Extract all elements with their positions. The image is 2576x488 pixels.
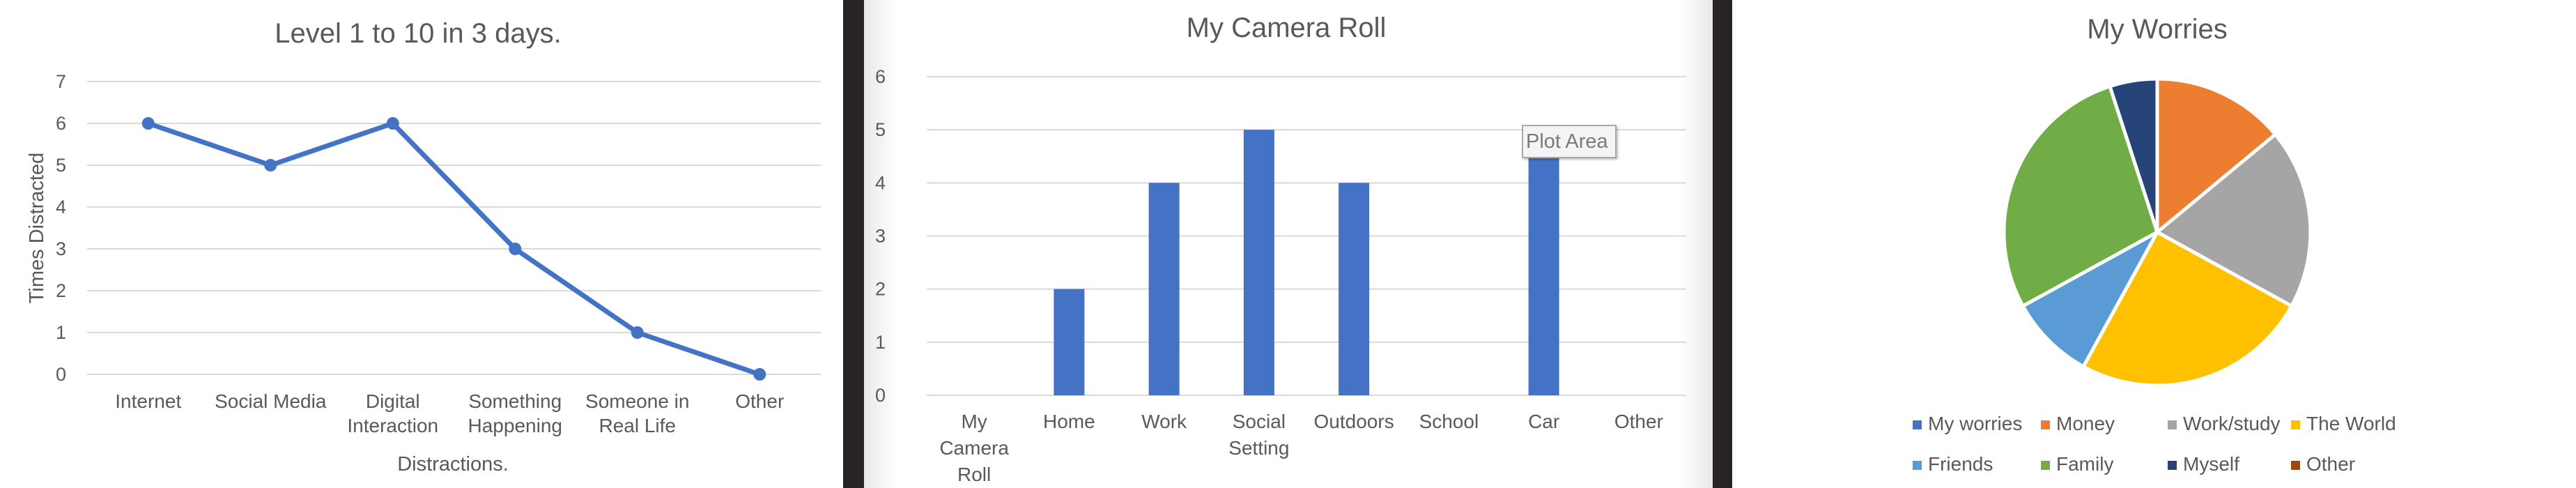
x-tick-label: My — [961, 411, 987, 432]
data-point — [141, 117, 155, 130]
panel-divider-right — [1713, 0, 1732, 488]
y-axis-title: Times Distracted — [26, 153, 48, 303]
y-tick-label: 2 — [56, 280, 66, 301]
data-point — [753, 368, 766, 381]
y-tick-label: 4 — [875, 172, 886, 193]
x-tick-label: Other — [735, 390, 784, 412]
legend-label: The World — [2306, 413, 2396, 434]
legend-swatch — [2041, 461, 2050, 470]
x-tick-label: Real Life — [599, 415, 676, 436]
bar-chart-title: My Camera Roll — [1187, 13, 1387, 43]
y-tick-label: 3 — [56, 238, 66, 259]
x-tick-label: Work — [1141, 411, 1187, 432]
legend-label: Money — [2056, 413, 2115, 434]
pie-slice — [2081, 229, 2295, 388]
x-tick-label: School — [1419, 411, 1479, 432]
bar — [1243, 130, 1274, 395]
x-tick-label: Setting — [1228, 437, 1289, 459]
bar — [1148, 183, 1180, 395]
y-tick-label: 4 — [56, 197, 66, 218]
y-tick-label: 5 — [875, 119, 886, 140]
x-tick-label: Roll — [957, 464, 991, 485]
x-tick-label: Other — [1614, 411, 1663, 432]
plot-area-tooltip: Plot Area — [1522, 125, 1617, 158]
data-point — [509, 243, 522, 255]
chart-panel-middle — [864, 0, 1713, 488]
x-tick-label: Camera — [939, 437, 1009, 459]
legend-swatch — [1913, 420, 1922, 429]
bar — [1339, 183, 1370, 395]
x-axis-title: Distractions. — [397, 453, 509, 475]
y-tick-label: 5 — [56, 155, 66, 176]
legend-swatch — [2168, 461, 2177, 470]
legend-label: Other — [2306, 453, 2355, 475]
pie-chart-title: My Worries — [2087, 14, 2227, 45]
y-tick-label: 1 — [56, 322, 66, 343]
x-tick-label: Social — [1233, 411, 1286, 432]
line-chart-title: Level 1 to 10 in 3 days. — [275, 18, 561, 49]
legend-label: Myself — [2183, 453, 2239, 475]
bar — [1528, 130, 1559, 395]
panel-divider-left — [843, 0, 864, 488]
x-tick-label: Happening — [468, 415, 562, 436]
legend-swatch — [1913, 461, 1922, 470]
data-point — [264, 159, 277, 171]
pie-slice — [2155, 77, 2278, 236]
legend-label: Family — [2056, 453, 2113, 475]
y-tick-label: 2 — [875, 279, 886, 300]
x-tick-label: Social Media — [215, 390, 327, 412]
pie-slice — [2002, 84, 2160, 309]
x-tick-label: Interaction — [347, 415, 438, 436]
pie-slice — [2020, 227, 2162, 369]
x-tick-label: Someone in — [585, 390, 689, 412]
x-tick-label: Digital — [366, 390, 420, 412]
x-tick-label: Outdoors — [1314, 411, 1394, 432]
pie-slice — [2154, 132, 2313, 309]
bar — [1054, 289, 1085, 395]
y-tick-label: 6 — [875, 66, 886, 87]
y-tick-label: 1 — [875, 332, 886, 353]
y-tick-label: 3 — [875, 226, 886, 247]
legend-label: Work/study — [2183, 413, 2281, 434]
data-point — [386, 117, 399, 130]
y-tick-label: 0 — [875, 385, 886, 406]
pie-slice — [2107, 77, 2159, 233]
y-tick-label: 6 — [56, 113, 66, 134]
legend-label: My worries — [1928, 413, 2022, 434]
x-tick-label: Home — [1043, 411, 1095, 432]
legend-swatch — [2291, 461, 2300, 470]
data-line — [147, 121, 761, 377]
legend-swatch — [2168, 420, 2177, 429]
legend-swatch — [2041, 420, 2050, 429]
y-tick-label: 7 — [56, 71, 66, 92]
x-tick-label: Car — [1528, 411, 1559, 432]
y-tick-label: 0 — [56, 364, 66, 385]
x-tick-label: Internet — [115, 390, 181, 412]
data-point — [631, 326, 644, 339]
legend-label: Friends — [1928, 453, 1993, 475]
x-tick-label: Something — [468, 390, 562, 412]
legend-swatch — [2291, 420, 2300, 429]
